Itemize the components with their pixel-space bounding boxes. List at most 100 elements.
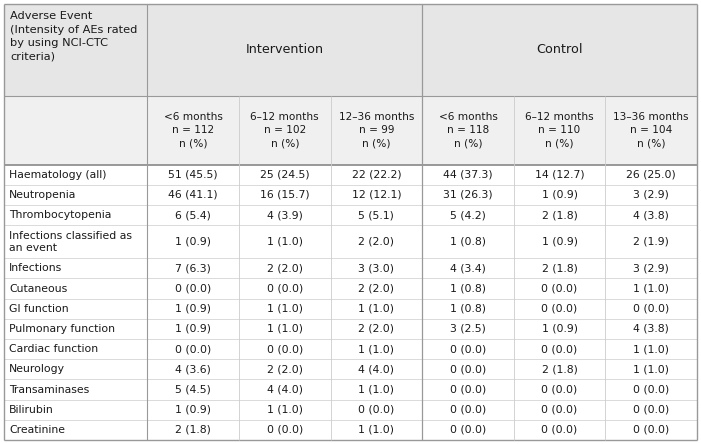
Text: 1 (1.0): 1 (1.0): [358, 425, 395, 435]
Text: 2 (2.0): 2 (2.0): [267, 365, 303, 374]
Text: 1 (1.0): 1 (1.0): [358, 385, 395, 395]
Bar: [4, 96, 697, 165]
Text: 1 (0.9): 1 (0.9): [542, 324, 578, 334]
Text: 31 (26.3): 31 (26.3): [443, 190, 493, 200]
Text: 1 (0.8): 1 (0.8): [450, 284, 486, 293]
Text: 0 (0.0): 0 (0.0): [541, 344, 578, 354]
Text: 16 (15.7): 16 (15.7): [260, 190, 310, 200]
Text: 0 (0.0): 0 (0.0): [175, 284, 211, 293]
Text: 2 (1.8): 2 (1.8): [542, 365, 578, 374]
Bar: [4, 258, 697, 278]
Text: 14 (12.7): 14 (12.7): [535, 170, 585, 180]
Text: 0 (0.0): 0 (0.0): [266, 425, 303, 435]
Text: Infections: Infections: [9, 263, 62, 274]
Text: 0 (0.0): 0 (0.0): [541, 425, 578, 435]
Text: 22 (22.2): 22 (22.2): [352, 170, 401, 180]
Text: 2 (2.0): 2 (2.0): [358, 324, 395, 334]
Text: 0 (0.0): 0 (0.0): [633, 304, 669, 314]
Text: 1 (1.0): 1 (1.0): [267, 405, 303, 415]
Text: 1 (0.9): 1 (0.9): [175, 324, 211, 334]
Bar: [4, 359, 697, 380]
Text: 4 (3.6): 4 (3.6): [175, 365, 211, 374]
Text: 0 (0.0): 0 (0.0): [541, 284, 578, 293]
Text: 1 (0.8): 1 (0.8): [450, 304, 486, 314]
Text: 0 (0.0): 0 (0.0): [450, 344, 486, 354]
Text: 4 (4.0): 4 (4.0): [267, 385, 303, 395]
Text: 1 (0.9): 1 (0.9): [175, 304, 211, 314]
Text: Pulmonary function: Pulmonary function: [9, 324, 115, 334]
Text: Control: Control: [536, 44, 583, 56]
Text: 0 (0.0): 0 (0.0): [633, 385, 669, 395]
Bar: [4, 420, 697, 440]
Text: Bilirubin: Bilirubin: [9, 405, 54, 415]
Text: 0 (0.0): 0 (0.0): [450, 425, 486, 435]
Bar: [4, 165, 697, 185]
Text: 1 (1.0): 1 (1.0): [267, 324, 303, 334]
Text: Cardiac function: Cardiac function: [9, 344, 98, 354]
Text: 46 (41.1): 46 (41.1): [168, 190, 218, 200]
Text: 0 (0.0): 0 (0.0): [450, 365, 486, 374]
Text: 1 (0.8): 1 (0.8): [450, 237, 486, 247]
Text: 0 (0.0): 0 (0.0): [633, 405, 669, 415]
Text: 0 (0.0): 0 (0.0): [266, 284, 303, 293]
Bar: [4, 278, 697, 299]
Text: Infections classified as
an event: Infections classified as an event: [9, 230, 132, 253]
Text: 25 (24.5): 25 (24.5): [260, 170, 310, 180]
Text: 1 (0.9): 1 (0.9): [175, 405, 211, 415]
Text: 5 (5.1): 5 (5.1): [358, 210, 395, 220]
Text: 1 (1.0): 1 (1.0): [633, 365, 669, 374]
Text: 2 (2.0): 2 (2.0): [358, 284, 395, 293]
Text: Neutropenia: Neutropenia: [9, 190, 76, 200]
Text: 0 (0.0): 0 (0.0): [541, 405, 578, 415]
Text: 1 (1.0): 1 (1.0): [267, 237, 303, 247]
Text: 6–12 months
n = 102
n (%): 6–12 months n = 102 n (%): [250, 112, 319, 148]
Text: 0 (0.0): 0 (0.0): [450, 385, 486, 395]
Text: 7 (6.3): 7 (6.3): [175, 263, 211, 274]
Bar: [4, 400, 697, 420]
Text: GI function: GI function: [9, 304, 69, 314]
Text: 0 (0.0): 0 (0.0): [358, 405, 395, 415]
Text: 2 (2.0): 2 (2.0): [358, 237, 395, 247]
Text: 5 (4.5): 5 (4.5): [175, 385, 211, 395]
Text: 3 (2.9): 3 (2.9): [633, 190, 669, 200]
Text: Creatinine: Creatinine: [9, 425, 65, 435]
Text: 2 (1.8): 2 (1.8): [542, 263, 578, 274]
Text: 4 (3.4): 4 (3.4): [450, 263, 486, 274]
Text: 1 (1.0): 1 (1.0): [633, 284, 669, 293]
Text: 4 (4.0): 4 (4.0): [358, 365, 395, 374]
Bar: [4, 339, 697, 359]
Bar: [4, 4, 697, 96]
Text: 1 (1.0): 1 (1.0): [633, 344, 669, 354]
Text: 3 (2.5): 3 (2.5): [450, 324, 486, 334]
Text: 13–36 months
n = 104
n (%): 13–36 months n = 104 n (%): [613, 112, 689, 148]
Bar: [4, 225, 697, 258]
Text: 26 (25.0): 26 (25.0): [626, 170, 676, 180]
Text: 1 (0.9): 1 (0.9): [542, 237, 578, 247]
Text: 6 (5.4): 6 (5.4): [175, 210, 211, 220]
Text: 0 (0.0): 0 (0.0): [175, 344, 211, 354]
Text: 2 (1.8): 2 (1.8): [175, 425, 211, 435]
Text: 12 (12.1): 12 (12.1): [352, 190, 401, 200]
Text: 0 (0.0): 0 (0.0): [633, 425, 669, 435]
Text: 2 (2.0): 2 (2.0): [267, 263, 303, 274]
Text: Neurology: Neurology: [9, 365, 65, 374]
Text: <6 months
n = 118
n (%): <6 months n = 118 n (%): [439, 112, 498, 148]
Text: 3 (3.0): 3 (3.0): [358, 263, 395, 274]
Text: Cutaneous: Cutaneous: [9, 284, 67, 293]
Text: 1 (1.0): 1 (1.0): [267, 304, 303, 314]
Text: 51 (45.5): 51 (45.5): [168, 170, 218, 180]
Text: 0 (0.0): 0 (0.0): [541, 304, 578, 314]
Text: 0 (0.0): 0 (0.0): [541, 385, 578, 395]
Text: Transaminases: Transaminases: [9, 385, 89, 395]
Bar: [4, 205, 697, 225]
Text: 4 (3.9): 4 (3.9): [267, 210, 303, 220]
Text: 1 (1.0): 1 (1.0): [358, 304, 395, 314]
Text: 1 (1.0): 1 (1.0): [358, 344, 395, 354]
Text: 2 (1.9): 2 (1.9): [633, 237, 669, 247]
Text: 0 (0.0): 0 (0.0): [266, 344, 303, 354]
Text: 4 (3.8): 4 (3.8): [633, 324, 669, 334]
Text: Thrombocytopenia: Thrombocytopenia: [9, 210, 111, 220]
Text: 0 (0.0): 0 (0.0): [450, 405, 486, 415]
Text: 5 (4.2): 5 (4.2): [450, 210, 486, 220]
Text: Haematology (all): Haematology (all): [9, 170, 107, 180]
